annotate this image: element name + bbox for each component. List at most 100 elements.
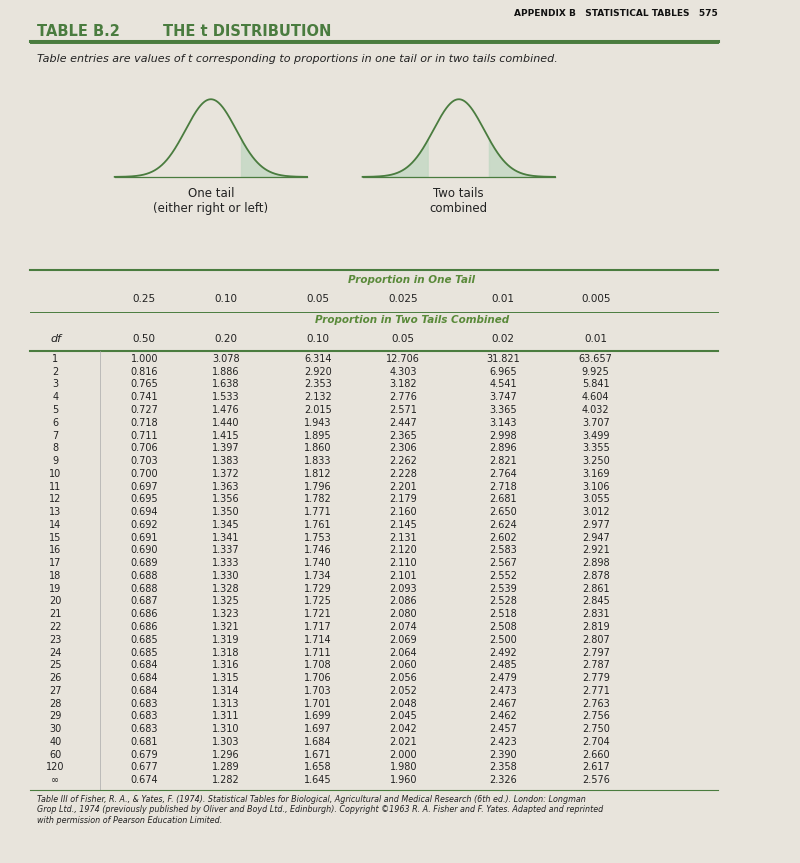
Text: 2.093: 2.093 (390, 583, 417, 594)
Text: 0.02: 0.02 (492, 334, 514, 344)
Text: 1.415: 1.415 (212, 431, 239, 440)
Text: 2: 2 (52, 367, 58, 376)
Text: 10: 10 (50, 469, 62, 479)
Text: 2.060: 2.060 (390, 660, 417, 671)
Text: 0.688: 0.688 (130, 583, 158, 594)
Text: 20: 20 (50, 596, 62, 607)
Text: 19: 19 (50, 583, 62, 594)
Text: 4: 4 (53, 392, 58, 402)
Text: 2.306: 2.306 (390, 444, 417, 453)
Text: 1.703: 1.703 (304, 686, 332, 696)
Text: 1.753: 1.753 (304, 532, 332, 543)
Text: 26: 26 (50, 673, 62, 683)
Text: 14: 14 (50, 520, 62, 530)
Text: 2.845: 2.845 (582, 596, 610, 607)
Text: 2.896: 2.896 (490, 444, 517, 453)
Text: Proportion in One Tail: Proportion in One Tail (348, 275, 475, 286)
Text: 2.921: 2.921 (582, 545, 610, 556)
Text: 1.729: 1.729 (304, 583, 332, 594)
Text: 1.296: 1.296 (212, 750, 239, 759)
Text: 4.541: 4.541 (490, 380, 517, 389)
Text: 3.106: 3.106 (582, 482, 610, 492)
Text: 0.711: 0.711 (130, 431, 158, 440)
Text: 1.323: 1.323 (212, 609, 239, 620)
Text: 3.055: 3.055 (582, 494, 610, 504)
Text: 0.685: 0.685 (130, 635, 158, 645)
Text: 1.746: 1.746 (304, 545, 332, 556)
Text: 1.980: 1.980 (390, 762, 417, 772)
Text: 40: 40 (50, 737, 62, 746)
Text: Two tails
combined: Two tails combined (430, 187, 488, 215)
Text: 60: 60 (50, 750, 62, 759)
Text: 1.721: 1.721 (304, 609, 332, 620)
Text: 4.604: 4.604 (582, 392, 610, 402)
Text: 2.807: 2.807 (582, 635, 610, 645)
Text: 2.015: 2.015 (304, 405, 332, 415)
Text: 2.086: 2.086 (390, 596, 417, 607)
Text: 2.779: 2.779 (582, 673, 610, 683)
Text: 1.383: 1.383 (212, 456, 239, 466)
Text: 1.796: 1.796 (304, 482, 332, 492)
Text: 16: 16 (50, 545, 62, 556)
Text: 1.328: 1.328 (212, 583, 239, 594)
Text: 12: 12 (50, 494, 62, 504)
Text: 1: 1 (53, 354, 58, 364)
Text: 1.761: 1.761 (304, 520, 332, 530)
Text: 2.423: 2.423 (490, 737, 517, 746)
Text: 0.706: 0.706 (130, 444, 158, 453)
Text: 2.878: 2.878 (582, 571, 610, 581)
Text: 2.947: 2.947 (582, 532, 610, 543)
Polygon shape (362, 140, 428, 177)
Text: 1.699: 1.699 (305, 711, 332, 721)
Text: 0.690: 0.690 (130, 545, 158, 556)
Text: 2.473: 2.473 (490, 686, 517, 696)
Text: 3.499: 3.499 (582, 431, 610, 440)
Text: 2.353: 2.353 (304, 380, 332, 389)
Text: 1.000: 1.000 (130, 354, 158, 364)
Text: 1.782: 1.782 (304, 494, 332, 504)
Text: 2.064: 2.064 (390, 647, 417, 658)
Text: 0.025: 0.025 (389, 294, 418, 305)
Text: 1.833: 1.833 (305, 456, 332, 466)
Text: Table entries are values of t corresponding to proportions in one tail or in two: Table entries are values of t correspond… (37, 54, 558, 64)
Text: 2.571: 2.571 (390, 405, 418, 415)
Text: 0.687: 0.687 (130, 596, 158, 607)
Text: 1.711: 1.711 (304, 647, 332, 658)
Text: 21: 21 (50, 609, 62, 620)
Text: 2.920: 2.920 (304, 367, 332, 376)
Text: 2.750: 2.750 (582, 724, 610, 734)
Text: 3.250: 3.250 (582, 456, 610, 466)
Text: 0.005: 0.005 (581, 294, 610, 305)
Text: 1.341: 1.341 (212, 532, 239, 543)
Text: 2.704: 2.704 (582, 737, 610, 746)
Text: 2.000: 2.000 (390, 750, 417, 759)
Text: 1.289: 1.289 (212, 762, 239, 772)
Text: One tail
(either right or left): One tail (either right or left) (154, 187, 269, 215)
Text: 2.898: 2.898 (582, 558, 610, 568)
Text: 1.860: 1.860 (305, 444, 332, 453)
Text: 2.552: 2.552 (490, 571, 518, 581)
Text: 1.363: 1.363 (212, 482, 239, 492)
Text: 2.479: 2.479 (490, 673, 517, 683)
Text: 0.681: 0.681 (130, 737, 158, 746)
Text: 1.771: 1.771 (304, 507, 332, 517)
Text: 1.671: 1.671 (304, 750, 332, 759)
Text: 0.694: 0.694 (130, 507, 158, 517)
Text: 0.689: 0.689 (130, 558, 158, 568)
Text: 1.372: 1.372 (212, 469, 239, 479)
Text: 1.714: 1.714 (304, 635, 332, 645)
Text: 0.816: 0.816 (130, 367, 158, 376)
Text: 13: 13 (50, 507, 62, 517)
Text: 0.25: 0.25 (133, 294, 156, 305)
Text: 1.325: 1.325 (212, 596, 239, 607)
Text: 0.05: 0.05 (306, 294, 330, 305)
Text: 0.10: 0.10 (214, 294, 237, 305)
Text: 2.998: 2.998 (490, 431, 517, 440)
Text: 2.821: 2.821 (490, 456, 517, 466)
Text: 8: 8 (53, 444, 58, 453)
Text: 1.397: 1.397 (212, 444, 239, 453)
Text: 0.688: 0.688 (130, 571, 158, 581)
Text: 17: 17 (50, 558, 62, 568)
Text: 2.583: 2.583 (490, 545, 517, 556)
Text: 12.706: 12.706 (386, 354, 420, 364)
